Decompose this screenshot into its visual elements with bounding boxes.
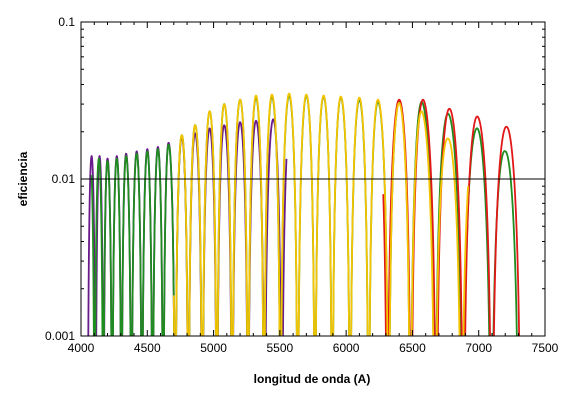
- x-tick-label-4000: 4000: [68, 341, 95, 355]
- x-tick-label-4500: 4500: [134, 341, 161, 355]
- y-tick-label-0.01: 0.01: [52, 172, 76, 186]
- y-axis-title: eficiencia: [16, 151, 30, 206]
- x-tick-label-5500: 5500: [267, 341, 294, 355]
- y-tick-label-0.001: 0.001: [45, 329, 75, 343]
- x-tick-label-6500: 6500: [399, 341, 426, 355]
- x-tick-label-7500: 7500: [532, 341, 559, 355]
- y-tick-label-0.1: 0.1: [58, 15, 75, 29]
- x-tick-label-7000: 7000: [465, 341, 492, 355]
- series-line-3: [172, 92, 470, 336]
- x-tick-label-6000: 6000: [333, 341, 360, 355]
- x-tick-label-5000: 5000: [200, 341, 227, 355]
- x-axis-title: longitud de onda (A): [254, 372, 371, 386]
